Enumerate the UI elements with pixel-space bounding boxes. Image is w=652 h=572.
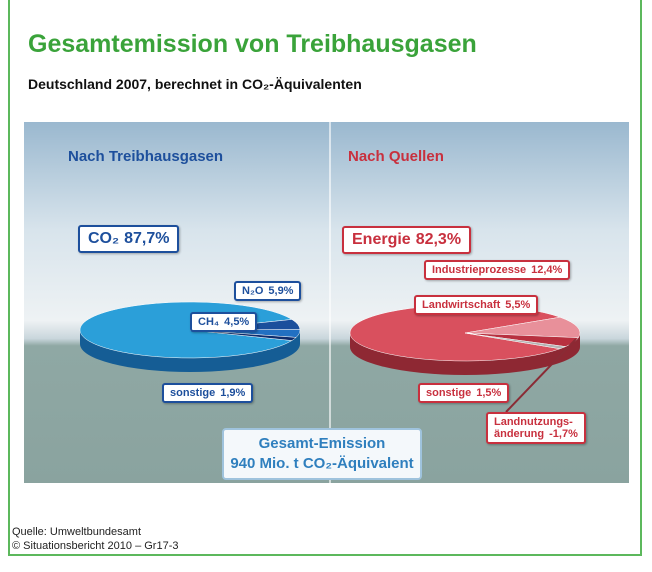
copyright: © Situationsbericht 2010 – Gr17-3 xyxy=(12,540,179,552)
subtitle: Deutschland 2007, berechnet in CO₂-Äquiv… xyxy=(28,76,362,92)
data-label: Industrieprozesse 12,4% xyxy=(424,260,571,280)
label-part: CH₄ xyxy=(198,316,220,328)
total-line: 940 Mio. t CO₂-Äquivalent xyxy=(230,455,414,472)
chart-title: Nach Treibhausgasen xyxy=(68,148,224,165)
total-line: Gesamt-Emission xyxy=(258,435,386,452)
data-label: sonstige 1,9% xyxy=(162,383,254,403)
data-label: sonstige 1,5% xyxy=(418,383,510,403)
data-label: CH₄ 4,5% xyxy=(190,312,258,332)
label-part: 5,9% xyxy=(268,285,294,297)
source: Quelle: Umweltbundesamt xyxy=(12,526,142,538)
label-part: 1,9% xyxy=(220,387,246,399)
leader-line xyxy=(505,338,577,413)
label-part: 12,4% xyxy=(531,264,563,276)
title: Gesamtemission von Treibhausgasen xyxy=(28,30,477,58)
label-part: N₂O xyxy=(242,285,264,297)
data-label: CO₂ 87,7% xyxy=(78,225,180,253)
label-part: -1,7% xyxy=(549,428,578,440)
label-part: CO₂ xyxy=(88,230,120,247)
data-label: Landnutzungs-änderung -1,7% xyxy=(486,412,586,444)
data-label: Energie 82,3% xyxy=(342,226,472,254)
label-part: sonstige xyxy=(170,387,216,399)
chart-title: Nach Quellen xyxy=(348,148,444,165)
label-part: Landwirtschaft xyxy=(422,299,501,311)
pie-slice xyxy=(464,332,567,350)
label-part: 4,5% xyxy=(224,316,250,328)
label-part: Energie xyxy=(352,231,411,248)
data-label: Landwirtschaft 5,5% xyxy=(414,295,539,315)
frame xyxy=(8,0,642,556)
data-label: N₂O 5,9% xyxy=(234,281,302,301)
total-box: Gesamt-Emission 940 Mio. t CO₂-Äquivalen… xyxy=(222,428,422,480)
label-part: 82,3% xyxy=(415,231,462,248)
label-part: Landnutzungs-änderung xyxy=(494,416,573,440)
label-part: 5,5% xyxy=(505,299,531,311)
label-part: sonstige xyxy=(426,387,472,399)
label-part: Industrieprozesse xyxy=(432,264,527,276)
pie-slice xyxy=(464,316,581,338)
pie-slice xyxy=(189,329,297,341)
label-part: 87,7% xyxy=(124,230,170,247)
label-part: 1,5% xyxy=(476,387,502,399)
